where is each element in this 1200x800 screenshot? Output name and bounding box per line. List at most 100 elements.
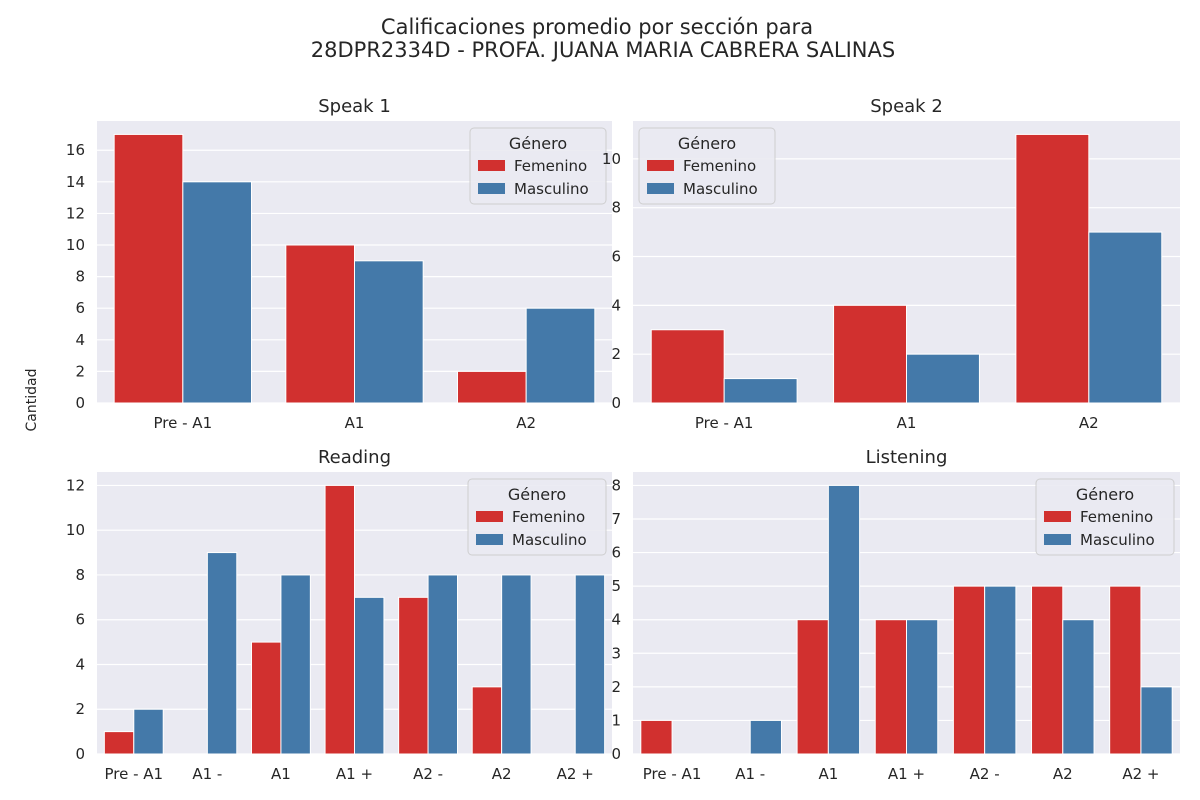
figure-title-line2: 28DPR2334D - PROFA. JUANA MARIA CABRERA … xyxy=(311,38,895,62)
x-tick-label: A1 - xyxy=(735,765,765,783)
panel-title: Listening xyxy=(866,447,948,468)
legend-label-femenino: Femenino xyxy=(512,508,585,526)
x-tick-label: Pre - A1 xyxy=(643,765,702,783)
x-tick-label: A2 xyxy=(492,765,512,783)
bar-femenino xyxy=(103,731,135,755)
legend-title: Género xyxy=(509,134,567,153)
y-tick-label: 8 xyxy=(75,268,85,286)
bar-masculino xyxy=(906,619,939,755)
legend: Género Femenino Masculino xyxy=(1035,478,1175,556)
y-tick-label: 2 xyxy=(611,678,621,696)
bar-masculino xyxy=(182,181,252,404)
x-tick-label: A1 - xyxy=(192,765,222,783)
bar-femenino xyxy=(650,329,725,404)
legend-title: Género xyxy=(1076,485,1134,504)
bar-masculino xyxy=(525,307,596,404)
bar-femenino xyxy=(1109,585,1142,755)
legend-swatch-masculino xyxy=(647,183,674,194)
x-tick-label: A2 - xyxy=(413,765,443,783)
panel-reading: 0 2 4 6 8 10 12 Reading Pre - A1 A1 - A1 A1 + A2 - A2… xyxy=(66,447,612,783)
bar-masculino xyxy=(1088,231,1163,404)
x-tick-label: A1 + xyxy=(336,765,373,783)
y-tick-label: 12 xyxy=(66,204,85,222)
legend-title: Género xyxy=(678,134,736,153)
bar-femenino xyxy=(398,596,429,755)
bar-femenino xyxy=(251,641,282,755)
legend-swatch-masculino xyxy=(478,183,505,194)
y-tick-label: 0 xyxy=(611,394,621,412)
legend: Género Femenino Masculino xyxy=(469,127,607,205)
y-tick-label: 12 xyxy=(66,476,85,494)
x-tick-label: A1 xyxy=(897,414,917,432)
bar-masculino xyxy=(906,353,980,404)
legend: Género Femenino Masculino xyxy=(467,478,607,556)
y-tick-label: 8 xyxy=(75,566,85,584)
x-tick-label: A2 xyxy=(516,414,536,432)
legend-label-femenino: Femenino xyxy=(514,157,587,175)
legend-swatch-femenino xyxy=(647,160,674,171)
y-tick-label: 0 xyxy=(611,745,621,763)
y-tick-label: 6 xyxy=(611,248,621,266)
y-tick-label: 6 xyxy=(611,544,621,562)
y-tick-label: 8 xyxy=(611,199,621,217)
bar-masculino xyxy=(427,574,459,755)
y-tick-label: 16 xyxy=(66,141,85,159)
x-tick-label: A2 - xyxy=(970,765,1000,783)
legend-label-masculino: Masculino xyxy=(514,180,589,198)
bar-femenino xyxy=(874,619,908,755)
y-tick-label: 10 xyxy=(66,236,85,254)
y-tick-label: 10 xyxy=(66,521,85,539)
panel-speak-1: 0 2 4 6 8 10 12 14 16 Speak 1 Pre - A1 A1 A2 Género Fe… xyxy=(66,96,612,432)
bar-femenino xyxy=(113,133,184,404)
y-tick-label: 6 xyxy=(75,299,85,317)
x-tick-label: Pre - A1 xyxy=(154,414,213,432)
bar-femenino xyxy=(833,304,907,404)
panel-listening: 0 1 2 3 4 5 6 7 8 Listening Pre - A1 A1 - A1 A1 + A2 -… xyxy=(611,447,1180,783)
bar-masculino xyxy=(354,596,385,755)
bar-masculino xyxy=(574,574,606,755)
legend: Género Femenino Masculino xyxy=(638,127,776,205)
bar-femenino xyxy=(471,686,503,755)
y-tick-label: 4 xyxy=(75,331,85,349)
legend-swatch-femenino xyxy=(1044,511,1071,522)
bar-femenino xyxy=(324,484,356,755)
y-tick-label: 5 xyxy=(611,577,621,595)
y-tick-label: 1 xyxy=(611,711,621,729)
legend-label-femenino: Femenino xyxy=(1080,508,1153,526)
y-tick-label: 14 xyxy=(66,173,85,191)
bar-femenino xyxy=(285,244,356,404)
figure-title-line1: Calificaciones promedio por sección para xyxy=(381,15,813,39)
bar-femenino xyxy=(952,585,986,755)
y-tick-label: 0 xyxy=(75,394,85,412)
legend-label-femenino: Femenino xyxy=(683,157,756,175)
y-tick-label: 10 xyxy=(602,150,621,168)
x-tick-label: A2 + xyxy=(557,765,594,783)
legend-swatch-masculino xyxy=(1044,534,1071,545)
bar-femenino xyxy=(1031,585,1064,755)
bar-femenino xyxy=(640,719,673,755)
y-tick-label: 4 xyxy=(75,655,85,673)
panel-speak-2: 0 2 4 6 8 10 Speak 2 Pre - A1 A1 A2 Género Femenino… xyxy=(602,96,1180,432)
y-tick-label: 0 xyxy=(75,745,85,763)
legend-label-masculino: Masculino xyxy=(512,531,587,549)
bar-femenino xyxy=(796,619,829,755)
bar-femenino xyxy=(457,370,527,404)
bar-masculino xyxy=(723,378,798,404)
y-tick-label: 6 xyxy=(75,611,85,629)
bar-masculino xyxy=(280,574,311,755)
legend-label-masculino: Masculino xyxy=(1080,531,1155,549)
y-tick-label: 4 xyxy=(611,296,621,314)
legend-swatch-masculino xyxy=(476,534,503,545)
bar-masculino xyxy=(206,552,238,755)
bar-masculino xyxy=(501,574,532,755)
x-tick-label: A1 xyxy=(271,765,291,783)
figure-ylabel: Cantidad xyxy=(24,369,40,432)
bar-masculino xyxy=(827,484,861,755)
x-tick-label: A2 xyxy=(1079,414,1099,432)
x-tick-label: A1 xyxy=(345,414,365,432)
legend-swatch-femenino xyxy=(476,511,503,522)
x-tick-label: A1 + xyxy=(888,765,925,783)
bar-masculino xyxy=(1062,619,1095,755)
